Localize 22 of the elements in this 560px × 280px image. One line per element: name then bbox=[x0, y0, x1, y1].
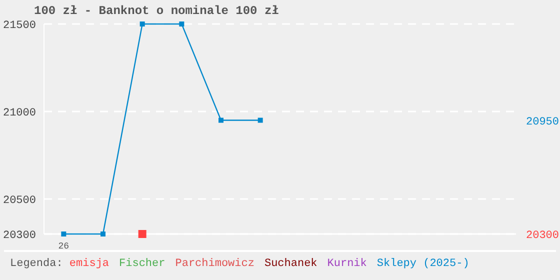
point bbox=[138, 230, 146, 238]
legend-label: Parchimowicz bbox=[175, 258, 254, 270]
text: emisja bbox=[69, 258, 110, 270]
y-tick-label: 21500 bbox=[2, 20, 36, 32]
point bbox=[61, 232, 66, 236]
y-tick-label: 21000 bbox=[2, 107, 36, 120]
point bbox=[258, 118, 263, 123]
y-tick-label: 20300 bbox=[2, 230, 36, 242]
y-tick-label: 20500 bbox=[2, 194, 36, 207]
legend-label: Kurnik bbox=[327, 258, 367, 270]
legend-label: Suchanek bbox=[264, 258, 318, 270]
point bbox=[100, 232, 106, 236]
x-tick-label: 26 bbox=[58, 241, 70, 252]
chart-title: 100 zł - Banknot o nominale 100 zł bbox=[33, 4, 280, 18]
y2-tick-label: 20950 bbox=[526, 116, 560, 128]
legend-label: Fischer bbox=[119, 258, 166, 270]
y2-tick-label: 20300 bbox=[526, 230, 560, 242]
legend-title: Legenda: bbox=[10, 258, 64, 270]
point bbox=[218, 118, 224, 123]
text: Sklepy (2025-) bbox=[376, 258, 470, 270]
point bbox=[140, 22, 145, 26]
point bbox=[179, 22, 184, 26]
